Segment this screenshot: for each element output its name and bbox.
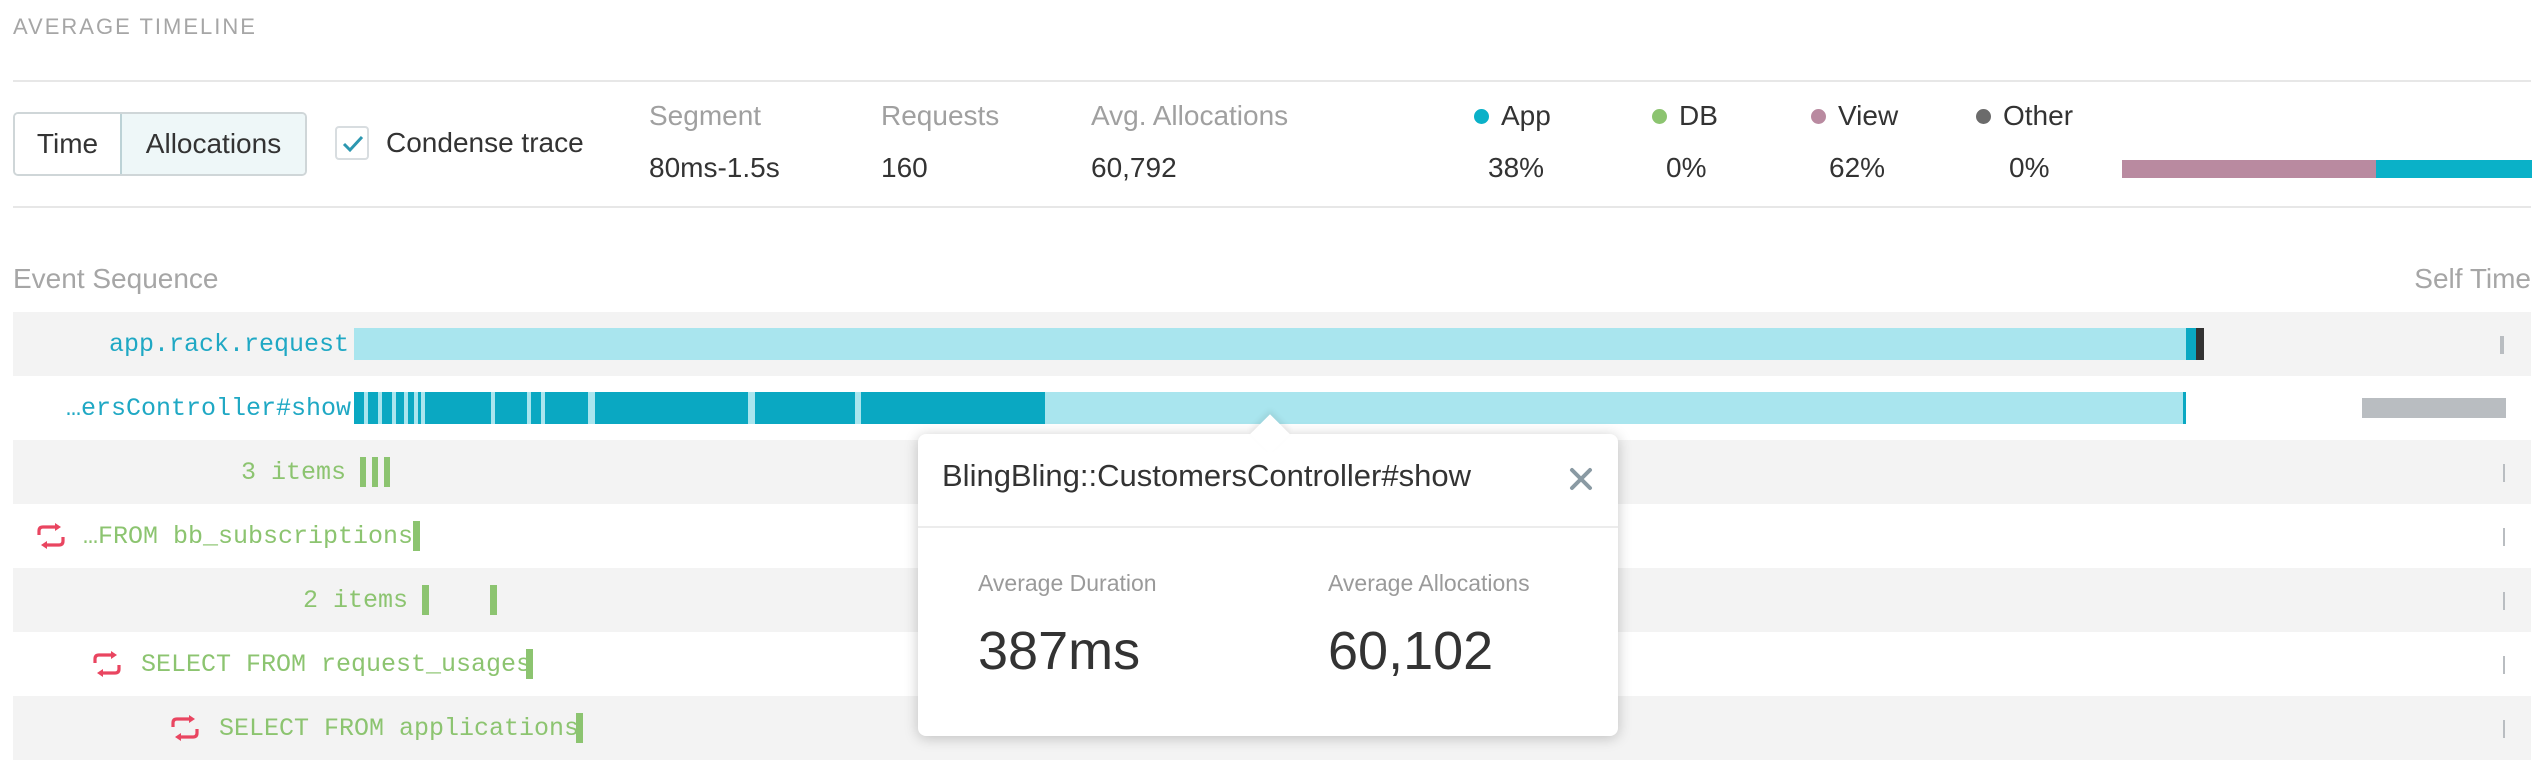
span-segment [408,392,414,424]
app-dot-icon [1474,108,1489,124]
span-bar [2186,328,2196,360]
span-bar[interactable] [490,585,497,615]
divider [13,80,2531,82]
breakdown-bar-app [2376,160,2532,178]
span-segment [531,392,541,424]
loop-icon [93,651,121,677]
trace-row-label: SELECT FROM request_usages [141,649,532,679]
other-dot-icon [1976,108,1991,124]
self-time-bar [2503,528,2505,546]
trace-row[interactable]: …FROM bb_subscriptions [13,504,2531,568]
popover-title: BlingBling::CustomersController#show [942,458,1471,493]
self-time-bar [2362,398,2506,418]
segment-value: 80ms-1.5s [649,152,780,183]
self-time-header: Self Time [2414,263,2531,294]
self-time-bar [2503,720,2505,738]
db-dot-icon [1652,108,1667,124]
average-allocations-label: Average Allocations [1328,570,1530,596]
span-segment [396,392,404,424]
span-bar[interactable] [372,457,378,487]
legend-other-label: Other [2003,100,2074,131]
average-duration-value: 387ms [978,621,1141,681]
span-bar[interactable] [360,457,366,487]
average-duration-label: Average Duration [978,570,1157,596]
trace-row-label: app.rack.request [109,329,350,359]
view-dot-icon [1811,108,1826,124]
span-bar[interactable] [422,585,429,615]
span-details-popover: BlingBling::CustomersController#show Ave… [918,434,1618,736]
trace-row-label: …FROM bb_subscriptions [83,521,414,551]
self-time-bar [2503,464,2505,482]
span-bar [2196,328,2204,360]
condense-trace-label: Condense trace [386,127,584,158]
span-bar[interactable] [413,521,420,551]
self-time-bar [2503,656,2505,674]
metric-toggle: Time Allocations [13,112,307,176]
legend-db: DB [1652,100,1718,132]
legend-view: View [1811,100,1898,132]
span-bar[interactable] [384,457,390,487]
app-percent: 38% [1488,152,1545,183]
breakdown-bar [2122,160,2532,178]
span-bar[interactable] [354,328,2186,360]
avg-allocations-value: 60,792 [1091,152,1177,183]
trace-row-label: …ersController#show [66,393,352,423]
db-percent: 0% [1666,152,1707,183]
requests-label: Requests [881,100,1000,131]
other-percent: 0% [2009,152,2050,183]
requests-value: 160 [881,152,928,183]
span-segment [595,392,748,424]
popover-divider [918,526,1618,528]
legend-db-label: DB [1679,100,1718,131]
event-sequence-header: Event Sequence [13,263,219,294]
breakdown-bar-view [2122,160,2377,178]
span-segment [382,392,392,424]
checkmark-icon [342,135,364,153]
condense-trace-checkbox[interactable] [335,126,369,160]
trace-row[interactable]: …ersController#show [13,376,2531,440]
loop-icon [171,715,199,741]
legend-app: App [1474,100,1551,132]
span-segment [368,392,378,424]
span-segment [418,392,421,424]
trace-row-label: 3 items [241,457,347,487]
span-segment [755,392,855,424]
trace-row-label: SELECT FROM applications [219,713,580,743]
trace-row-label: 2 items [303,585,409,615]
span-bar[interactable] [526,649,533,679]
trace-row[interactable]: SELECT FROM request_usages [13,632,2531,696]
self-time-bar [2500,336,2504,354]
close-icon[interactable] [1566,464,1596,494]
span-segment [545,392,588,424]
span-segment [425,392,491,424]
toggle-allocations-button[interactable]: Allocations [120,114,305,174]
span-segment [2183,392,2186,424]
legend-view-label: View [1838,100,1899,131]
loop-icon [37,523,65,549]
span-segment [861,392,1045,424]
span-segment [354,392,364,424]
section-title: AVERAGE TIMELINE [13,14,257,39]
legend-app-label: App [1501,100,1551,131]
view-percent: 62% [1829,152,1886,183]
trace-row[interactable]: app.rack.request [13,312,2531,376]
toggle-time-button[interactable]: Time [15,114,120,174]
average-allocations-value: 60,102 [1328,621,1494,681]
avg-allocations-label: Avg. Allocations [1091,100,1289,131]
legend-other: Other [1976,100,2073,132]
span-bar[interactable] [576,713,583,743]
segment-label: Segment [649,100,762,131]
divider [13,206,2531,208]
self-time-bar [2503,592,2505,610]
span-segment [495,392,527,424]
